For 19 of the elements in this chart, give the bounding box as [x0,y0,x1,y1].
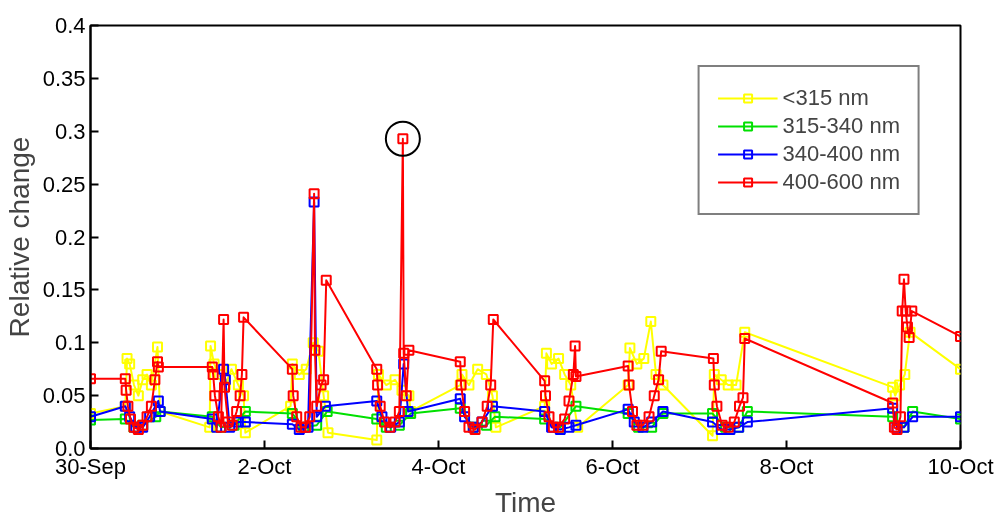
x-tick-label: 10-Oct [927,453,994,479]
x-tick-label: 4-Oct [411,453,466,479]
legend-label: <315 nm [782,85,869,111]
y-tick-label: 0.15 [42,277,86,303]
y-tick-label: 0.05 [42,383,86,409]
y-tick-label: 0.4 [54,13,86,38]
y-tick-label: 0.35 [42,65,86,91]
y-axis-title: Relative change [3,136,35,338]
legend-label: 400-600 nm [782,169,900,195]
y-tick-label: 0.3 [54,118,86,144]
legend-label: 315-340 nm [782,113,900,139]
y-tick-label: 0.2 [54,224,86,250]
y-tick-label: 0.25 [42,171,86,197]
legend-label: 340-400 nm [782,141,900,167]
x-tick-label: 6-Oct [585,453,640,479]
x-axis-title: Time [494,486,557,518]
x-tick-label: 8-Oct [759,453,814,479]
x-tick-label: 2-Oct [237,453,292,479]
y-tick-label: 0.1 [54,330,86,356]
